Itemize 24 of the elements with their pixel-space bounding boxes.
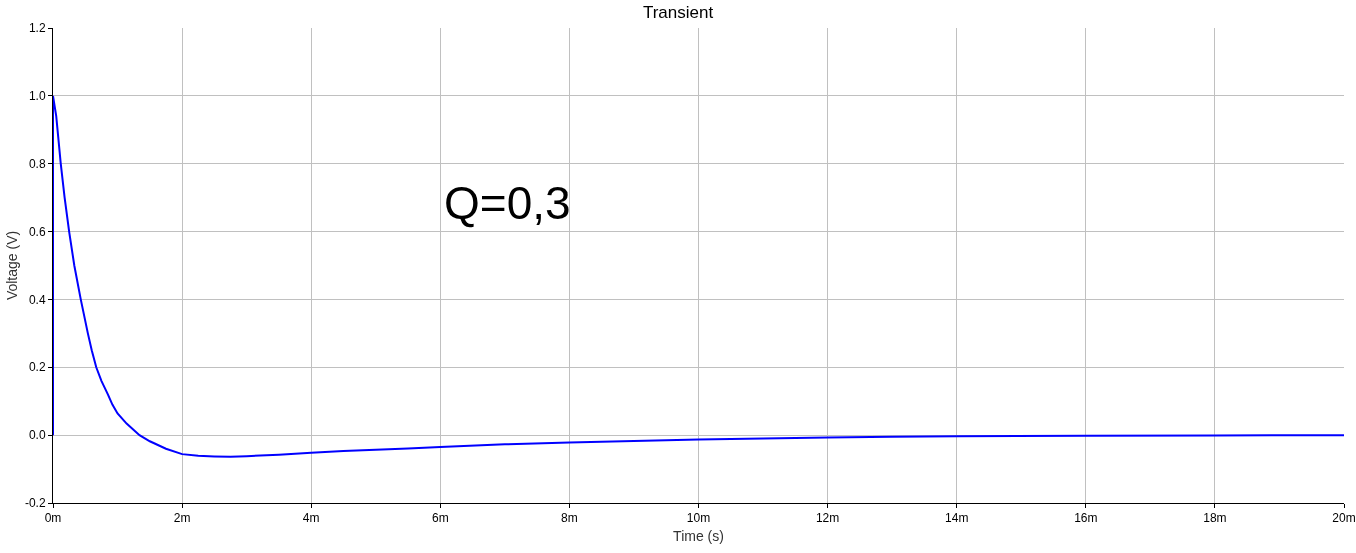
x-tick-label: 20m	[1332, 511, 1356, 526]
x-tick-label: 12m	[815, 511, 840, 526]
x-tick-label: 14m	[945, 511, 969, 526]
x-axis-title: Time (s)	[673, 527, 724, 544]
chart-title: Transient	[642, 2, 714, 22]
y-tick-label: 0.4	[28, 292, 46, 307]
x-tick-label: 18m	[1203, 511, 1227, 526]
y-tick-label: 0.2	[28, 360, 46, 375]
x-tick-label: 2m	[173, 511, 191, 526]
x-tick-label: 10m	[686, 511, 711, 526]
x-tick-label: 4m	[302, 511, 320, 526]
y-axis-title: Voltage (V)	[3, 230, 20, 301]
x-tick-label: 16m	[1074, 511, 1098, 526]
x-tick-label: 6m	[431, 511, 449, 526]
line-series	[53, 94, 1344, 458]
x-tick-label: 0m	[44, 511, 62, 526]
y-tick-label: 0.6	[28, 224, 46, 239]
y-tick-label: 0.8	[28, 156, 46, 171]
x-tick-label: 8m	[561, 511, 578, 526]
y-tick-label: 1.2	[28, 21, 46, 36]
y-tick-label: 0.0	[28, 428, 46, 443]
y-tick-label: 1.0	[28, 89, 46, 104]
annotation: Q=0,3	[444, 177, 571, 229]
y-tick-label: -0.2	[24, 496, 46, 511]
